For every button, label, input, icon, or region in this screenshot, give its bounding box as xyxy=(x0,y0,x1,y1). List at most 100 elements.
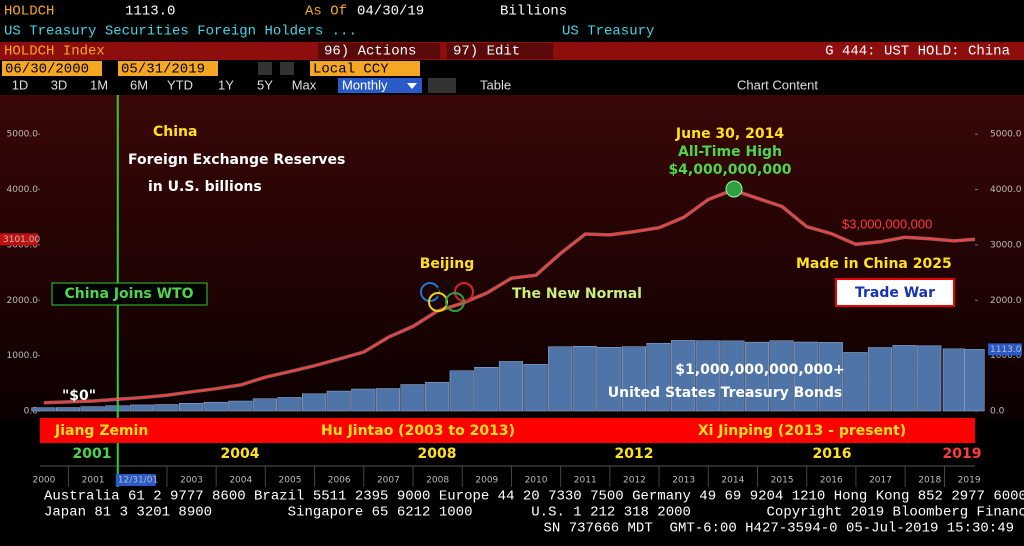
actions-label[interactable]: 96) Actions xyxy=(324,44,416,60)
x-tick-label: 2006 xyxy=(328,476,351,486)
trade-war-box xyxy=(835,278,955,307)
bar xyxy=(252,398,277,412)
bar xyxy=(80,406,105,412)
bar xyxy=(179,403,204,412)
bar xyxy=(375,388,400,412)
bar xyxy=(203,401,228,412)
chart-icon[interactable] xyxy=(428,78,456,93)
range-button[interactable]: 3D xyxy=(51,77,68,92)
range-button[interactable]: YTD xyxy=(167,77,193,92)
x-tick-label: 2014 xyxy=(721,476,744,486)
x-tick-label: 2015 xyxy=(771,476,794,486)
marker-label: 12/31/01 xyxy=(118,476,158,486)
bar xyxy=(474,367,499,412)
currency-box[interactable] xyxy=(310,61,420,76)
big-year: 2004 xyxy=(221,446,260,462)
x-tick-label: 2018 xyxy=(918,476,941,486)
bar xyxy=(400,384,425,412)
actions-button[interactable] xyxy=(318,43,440,59)
x-tick-label: 2009 xyxy=(475,476,498,486)
end-date-box[interactable] xyxy=(118,61,218,76)
bar xyxy=(917,345,942,412)
title: China xyxy=(153,124,197,140)
y-tick-label: 4000.0 xyxy=(7,185,39,195)
y2-tick-label: 3000.0 xyxy=(990,240,1022,250)
big-year: 2008 xyxy=(418,446,457,462)
footer-line: Japan 81 3 3201 8900 Singapore 65 6212 1… xyxy=(44,505,1024,521)
date: 04/30/19 xyxy=(357,4,424,20)
y-tick-label: 5000.0 xyxy=(7,130,39,140)
currency[interactable]: Local CCY xyxy=(313,62,389,78)
subtitle: Foreign Exchange Reserves xyxy=(128,152,345,168)
table-button[interactable]: Table xyxy=(480,77,511,92)
period[interactable]: Monthly xyxy=(342,77,388,92)
last-value-tag xyxy=(988,343,1022,356)
bar xyxy=(129,404,154,412)
y2-tick-label: 2000.0 xyxy=(990,296,1022,306)
chart-content[interactable]: Chart Content xyxy=(737,77,818,92)
last-value-label: 3101.00 xyxy=(3,235,40,245)
bar xyxy=(744,341,770,412)
x-tick-label: 2003 xyxy=(180,476,203,486)
last-value-tag xyxy=(0,233,38,246)
annotation: China Joins WTO xyxy=(64,286,193,302)
prev-button[interactable] xyxy=(258,62,272,75)
footer-line: SN 737666 MDT GMT-6:00 H427-3594-0 05-Ju… xyxy=(544,521,1014,537)
y-tick-label: 2000.0 xyxy=(7,296,39,306)
y2-tick-label: 5000.0 xyxy=(990,130,1022,140)
big-year: 2012 xyxy=(615,446,654,462)
range-button[interactable]: 1M xyxy=(90,77,108,92)
ring xyxy=(445,292,465,312)
bar xyxy=(597,346,622,412)
last-value-label: 1113.0 xyxy=(990,345,1022,355)
bar xyxy=(942,348,965,412)
bar xyxy=(720,340,745,412)
annotation: Made in China 2025 xyxy=(796,256,952,272)
x-tick-label: 2017 xyxy=(869,476,892,486)
x-tick-label: 2013 xyxy=(672,476,695,486)
bar xyxy=(31,407,56,412)
start-date-box[interactable] xyxy=(2,61,102,76)
range-button[interactable]: Max xyxy=(292,77,317,92)
y2-tick-label: 4000.0 xyxy=(990,185,1022,195)
x-tick-label: 2005 xyxy=(279,476,302,486)
bar xyxy=(425,381,450,412)
bar xyxy=(671,340,696,412)
x-tick-label: 2008 xyxy=(426,476,449,486)
bar xyxy=(523,364,548,412)
x-tick-label: 2010 xyxy=(525,476,548,486)
y2-tick-label: 0.0 xyxy=(990,407,1005,417)
next-button[interactable] xyxy=(280,62,294,75)
bar xyxy=(449,370,474,412)
x-tick-label: 2007 xyxy=(377,476,400,486)
period-box[interactable] xyxy=(338,78,422,93)
bar xyxy=(277,397,302,412)
range-button[interactable]: 6M xyxy=(130,77,148,92)
marker-tag xyxy=(115,474,156,486)
x-tick-label: 2016 xyxy=(820,476,843,486)
leader: Hu Jintao (2003 to 2013) xyxy=(321,423,515,439)
bar xyxy=(572,345,597,412)
bar xyxy=(154,404,179,412)
annotation: All-Time High xyxy=(678,144,782,160)
range-button[interactable]: 1D xyxy=(12,77,29,92)
bar xyxy=(302,393,327,412)
x-tick-label: 2000 xyxy=(32,476,55,486)
big-year: 2001 xyxy=(73,446,112,462)
bar xyxy=(892,345,917,412)
edit-label[interactable]: 97) Edit xyxy=(453,44,520,60)
units: in U.S. billions xyxy=(148,179,262,195)
annotation: "$0" xyxy=(62,388,96,404)
annotation: Beijing xyxy=(420,256,475,272)
edit-button[interactable] xyxy=(447,43,553,59)
bar xyxy=(228,400,253,412)
range-button[interactable]: 5Y xyxy=(257,77,273,92)
annotation: $3,000,000,000 xyxy=(842,216,932,231)
as-of: As Of xyxy=(305,4,347,20)
start-date[interactable]: 06/30/2000 xyxy=(5,62,89,78)
range-button[interactable]: 1Y xyxy=(218,77,234,92)
bar xyxy=(498,361,523,412)
wto-box xyxy=(51,282,208,306)
end-date[interactable]: 05/31/2019 xyxy=(121,62,205,78)
